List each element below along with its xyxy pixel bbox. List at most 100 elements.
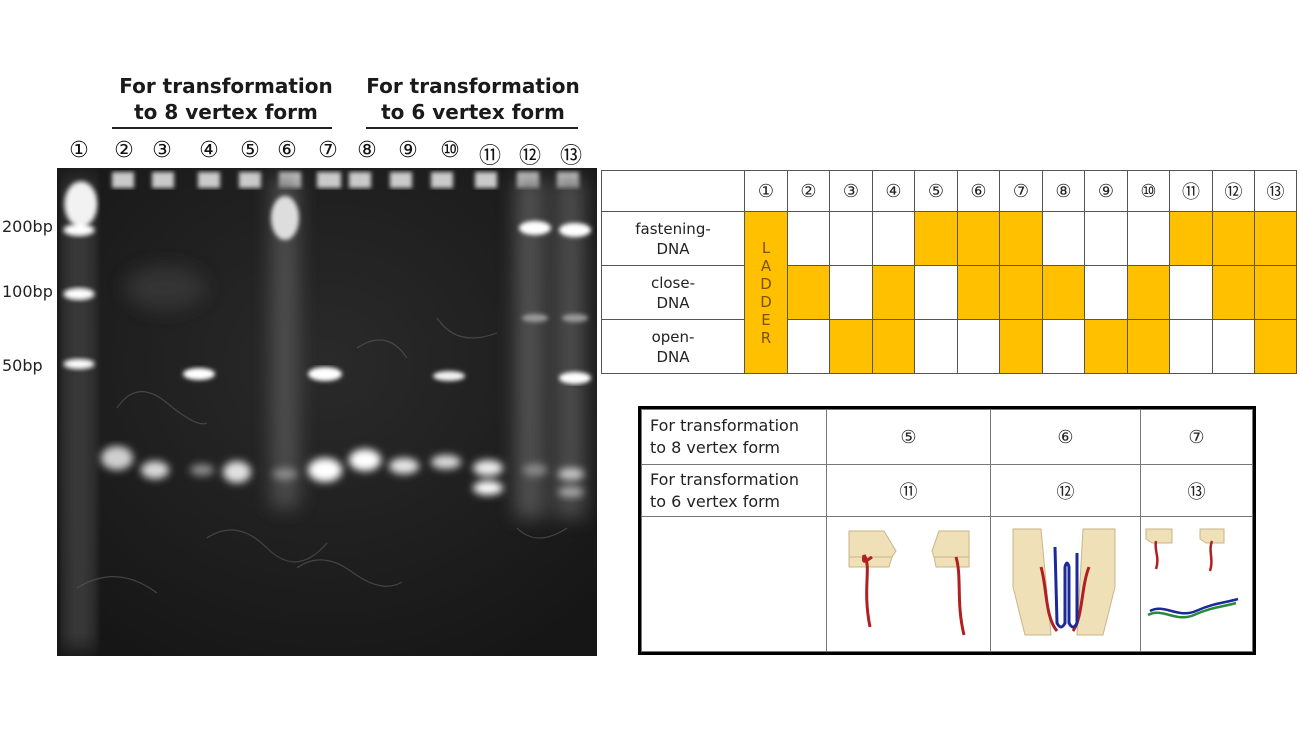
gel-electrophoresis-image (57, 168, 597, 656)
presence-cell (957, 265, 1000, 320)
presence-cell (999, 265, 1043, 320)
header-cell: ⑬ (1254, 170, 1297, 212)
presence-cell (1212, 211, 1255, 266)
header-cell: ⑨ (1084, 170, 1128, 212)
ladder-letter: D (760, 274, 772, 293)
band-50bp (183, 367, 591, 384)
presence-cell (1084, 265, 1128, 320)
legend-blank (641, 516, 827, 652)
presence-cell (1042, 265, 1085, 320)
presence-cell (1212, 319, 1255, 374)
lane-label: ① (69, 138, 89, 163)
presence-cell (872, 265, 915, 320)
legend-lane: ⑫ (990, 464, 1141, 517)
presence-cell (1084, 319, 1128, 374)
legend-row-label: For transformation to 8 vertex form (641, 409, 827, 465)
header-cell: ③ (829, 170, 873, 212)
legend-lane: ⑥ (990, 409, 1141, 465)
presence-cell (829, 265, 873, 320)
row-label-line2: DNA (656, 293, 690, 312)
header-cell: ⑪ (1169, 170, 1213, 212)
presence-cell (872, 319, 915, 374)
presence-cell (1254, 265, 1297, 320)
presence-cell (787, 211, 830, 266)
illustration-closed-svg (1145, 528, 1238, 618)
header-cell: ⑩ (1127, 170, 1170, 212)
presence-cell (1084, 211, 1128, 266)
legend-label-line2: to 8 vertex form (650, 438, 780, 457)
lower-bands (101, 446, 584, 497)
table-row-open: open- DNA (601, 319, 1297, 374)
legend-lane: ⑬ (1140, 464, 1253, 517)
header-cell: ⑥ (957, 170, 1000, 212)
ladder-letter: A (760, 256, 772, 275)
header-cell: ⑫ (1212, 170, 1255, 212)
row-label-line1: open- (651, 327, 695, 346)
row-label: open- DNA (601, 319, 745, 374)
presence-cell (999, 319, 1043, 374)
presence-cell (914, 211, 958, 266)
lane-label: ⑨ (398, 138, 418, 163)
row-label-line1: fastening- (635, 219, 711, 238)
composition-table: ① ② ③ ④ ⑤ ⑥ ⑦ ⑧ ⑨ ⑩ ⑪ ⑫ ⑬ fastening- DNA… (601, 170, 1297, 374)
presence-cell (1169, 319, 1213, 374)
presence-cell (1042, 211, 1085, 266)
lane-label: ⑦ (318, 138, 338, 163)
ladder-label-200bp: 200bp (2, 217, 53, 236)
presence-cell (1042, 319, 1085, 374)
legend-lane: ⑪ (826, 464, 991, 517)
lane-label: ⑧ (357, 138, 377, 163)
table-header-row: ① ② ③ ④ ⑤ ⑥ ⑦ ⑧ ⑨ ⑩ ⑪ ⑫ ⑬ (601, 170, 1297, 212)
lane-label: ③ (152, 138, 172, 163)
presence-cell (999, 211, 1043, 266)
legend-row-illustrations (641, 516, 1253, 652)
lane-label: ⑬ (559, 144, 582, 169)
lane-label: ⑪ (478, 144, 501, 169)
group-title-6-vertex: For transformation to 6 vertex form (355, 73, 591, 125)
legend-row-8-vertex: For transformation to 8 vertex form ⑤ ⑥ … (641, 409, 1253, 465)
legend-row-label: For transformation to 6 vertex form (641, 464, 827, 517)
table-row-fastening: fastening- DNA L A D D E R (601, 211, 1297, 374)
presence-cell (872, 211, 915, 266)
presence-cell (829, 319, 873, 374)
presence-cell (1169, 211, 1213, 266)
lane-label: ④ (199, 138, 219, 163)
group-title-8-line2: to 8 vertex form (134, 100, 318, 124)
lane-label: ⑥ (277, 138, 297, 163)
presence-cell (1127, 319, 1170, 374)
header-cell: ④ (872, 170, 915, 212)
lane-label: ⑤ (240, 138, 260, 163)
ladder-letter: D (760, 292, 772, 311)
presence-cell (787, 265, 830, 320)
ladder-letter: L (761, 238, 771, 257)
presence-cell (829, 211, 873, 266)
header-cell: ⑦ (999, 170, 1043, 212)
legend-box: For transformation to 8 vertex form ⑤ ⑥ … (638, 406, 1256, 655)
ladder-lane (63, 178, 97, 648)
legend-label-line2: to 6 vertex form (650, 491, 780, 511)
legend-lane: ⑦ (1140, 409, 1253, 465)
group-title-8-vertex: For transformation to 8 vertex form (108, 73, 344, 125)
presence-cell (957, 319, 1000, 374)
row-label: close- DNA (601, 265, 745, 320)
illustration-closed-dna (1140, 516, 1253, 652)
lane-label: ⑫ (518, 144, 541, 169)
illustration-open-dna (826, 516, 991, 652)
presence-cell (1127, 211, 1170, 266)
gel-artifacts (76, 317, 568, 594)
presence-cell (787, 319, 830, 374)
group-underline-8 (112, 127, 332, 129)
lane-label: ② (114, 138, 134, 163)
illustration-fastened-dna (990, 516, 1141, 652)
ladder-label-50bp: 50bp (2, 356, 43, 375)
presence-cell (914, 319, 958, 374)
presence-cell (1254, 211, 1297, 266)
header-cell: ⑧ (1042, 170, 1085, 212)
legend-label-line1: For transformation (650, 469, 799, 489)
header-cell: ① (744, 170, 788, 212)
group-title-6-line2: to 6 vertex form (381, 100, 565, 124)
illustration-fastened-svg (1012, 528, 1115, 635)
row-label: fastening- DNA (601, 211, 745, 266)
presence-cell (914, 265, 958, 320)
ladder-letter: R (760, 328, 772, 347)
